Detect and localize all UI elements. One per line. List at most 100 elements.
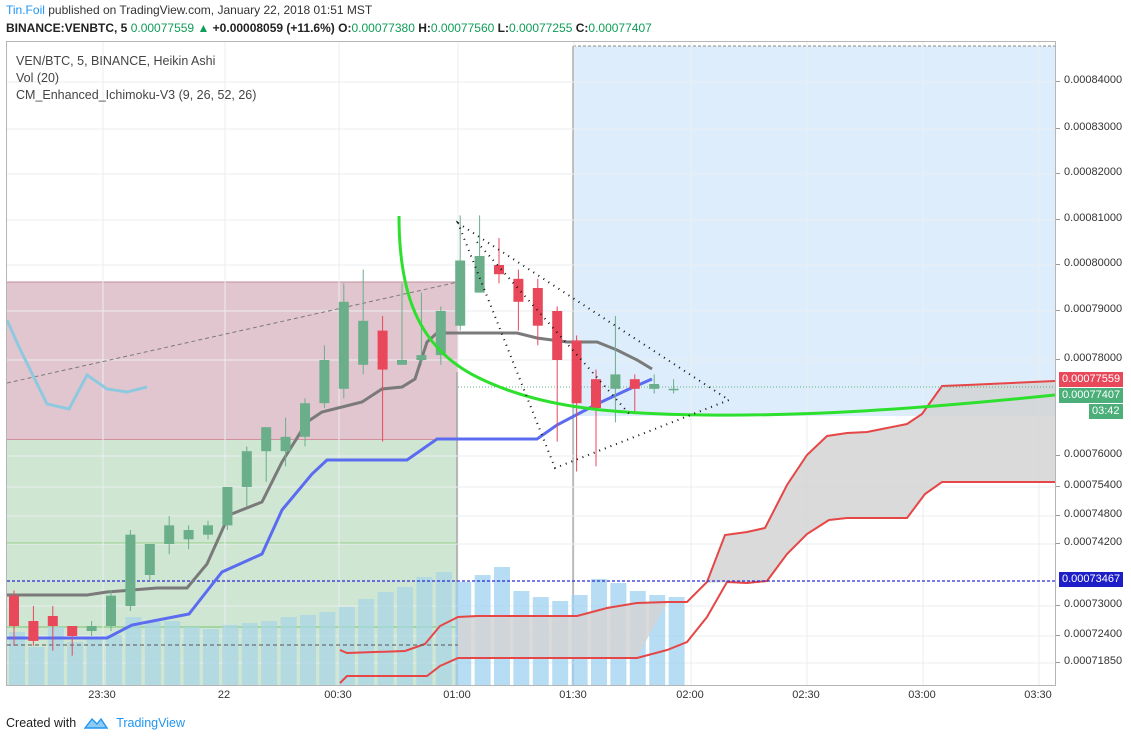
- candle-down[interactable]: [591, 379, 601, 408]
- price-tick-label: 0.00079000: [1064, 303, 1123, 315]
- volume-bar: [67, 642, 84, 685]
- time-tick-label: 01:30: [559, 689, 587, 701]
- volume-bar: [47, 627, 64, 685]
- low-value: 0.00077255: [508, 21, 573, 35]
- price-tick-mark: [1056, 128, 1060, 129]
- volume-bar: [183, 627, 200, 685]
- candle-up[interactable]: [203, 525, 213, 535]
- legend-volume[interactable]: Vol (20): [16, 71, 60, 85]
- candle-down[interactable]: [67, 626, 78, 636]
- candle-up[interactable]: [668, 388, 679, 391]
- time-tick-label: 00:30: [324, 689, 352, 701]
- chart-canvas[interactable]: [7, 42, 1056, 686]
- price-tick-label: 0.00080000: [1064, 257, 1123, 269]
- candle-up[interactable]: [164, 525, 175, 544]
- legend-indicator[interactable]: CM_Enhanced_Ichimoku-V3 (9, 26, 52, 26): [16, 88, 257, 102]
- short-zone: [7, 282, 458, 440]
- price-tick-label: 0.00071850: [1064, 655, 1123, 667]
- open-label: O:: [338, 21, 352, 35]
- candle-up[interactable]: [474, 256, 485, 293]
- candle-up[interactable]: [106, 595, 116, 626]
- candle-up[interactable]: [649, 384, 660, 389]
- price-tick-mark: [1056, 264, 1060, 265]
- candle-up[interactable]: [125, 534, 136, 606]
- candle-up[interactable]: [280, 436, 291, 452]
- time-tick-label: 01:00: [443, 689, 471, 701]
- candle-down[interactable]: [629, 379, 640, 389]
- candle-up[interactable]: [86, 626, 97, 631]
- trend-dashed-line: [7, 281, 459, 384]
- volume-bar: [203, 629, 219, 685]
- candle-up[interactable]: [397, 360, 407, 365]
- volume-bar: [300, 615, 316, 685]
- volume-bar: [164, 621, 181, 685]
- candle-down[interactable]: [47, 616, 58, 626]
- created-with-text: Created with: [6, 716, 77, 730]
- candle-up[interactable]: [261, 427, 272, 452]
- tenkan-sen: [7, 377, 653, 640]
- tradingview-brand[interactable]: TradingView: [116, 716, 185, 730]
- candle-down[interactable]: [532, 288, 543, 326]
- candle-up[interactable]: [183, 530, 194, 540]
- green-arc: [397, 215, 1055, 417]
- chikou-span: [7, 319, 148, 411]
- price-tick-label: 0.00082000: [1064, 166, 1123, 178]
- close-value: 0.00077407: [588, 21, 652, 35]
- volume-bar: [144, 622, 161, 685]
- candle-down[interactable]: [494, 265, 504, 275]
- candle-up[interactable]: [455, 260, 466, 326]
- time-tick-label: 03:30: [1024, 689, 1052, 701]
- candle-down[interactable]: [28, 621, 39, 641]
- price-tick-mark: [1056, 543, 1060, 544]
- candle-up[interactable]: [610, 374, 621, 389]
- tradingview-logo-icon[interactable]: [84, 716, 109, 730]
- author-name[interactable]: Tin.Foil: [6, 3, 45, 17]
- candle-up[interactable]: [416, 355, 427, 360]
- price-tick-mark: [1056, 173, 1060, 174]
- price-tick-label: 0.00074200: [1064, 536, 1123, 548]
- up-arrow-icon: ▲: [197, 21, 210, 35]
- candle-down[interactable]: [377, 330, 388, 370]
- volume-bar: [377, 592, 394, 685]
- candle-up[interactable]: [319, 360, 330, 404]
- candle-down[interactable]: [9, 595, 19, 626]
- time-tick-label: 03:00: [908, 689, 936, 701]
- level-price-badge: 0.00073467: [1059, 572, 1124, 587]
- candle-up[interactable]: [144, 544, 155, 575]
- price-tick-label: 0.00081000: [1064, 212, 1123, 224]
- volume-bar: [241, 623, 258, 685]
- candle-up[interactable]: [358, 320, 369, 365]
- volume-bar: [9, 632, 25, 685]
- price-tick-label: 0.00083000: [1064, 121, 1123, 133]
- time-tick-label: 02:30: [792, 689, 820, 701]
- price-tick-label: 0.00075400: [1064, 479, 1123, 491]
- volume-bar: [106, 635, 122, 685]
- time-axis[interactable]: 23:30 22 00:30 01:00 01:30 02:00 02:30 03:00 03:…: [6, 686, 1056, 708]
- price-tick-label: 0.00072400: [1064, 628, 1123, 640]
- price-axis[interactable]: 0.00084000 0.00083000 0.00082000 0.00081000…: [1056, 41, 1131, 686]
- candle-down[interactable]: [571, 340, 582, 404]
- close-price-badge: 0.00077407: [1059, 388, 1124, 403]
- volume-bar: [397, 587, 413, 685]
- candle-down[interactable]: [552, 311, 563, 360]
- volume-bar: [338, 607, 355, 685]
- high-value: 0.00077560: [430, 21, 495, 35]
- candle-up[interactable]: [222, 487, 233, 526]
- footer: Created with TradingView: [6, 713, 185, 733]
- candle-up[interactable]: [241, 451, 252, 487]
- senkou-span-b: [339, 481, 1055, 684]
- price-tick-mark: [1056, 359, 1060, 360]
- price-tick-mark: [1056, 515, 1060, 516]
- senkou-span-a: [339, 380, 1055, 655]
- candle-up[interactable]: [338, 301, 349, 389]
- price-tick-mark: [1056, 310, 1060, 311]
- price-tick-label: 0.00078000: [1064, 352, 1123, 364]
- legend-title[interactable]: VEN/BTC, 5, BINANCE, Heikin Ashi: [16, 54, 216, 68]
- candle-down[interactable]: [513, 278, 524, 302]
- candle-up[interactable]: [300, 403, 310, 437]
- volume-bar: [435, 572, 452, 685]
- candle-up[interactable]: [435, 311, 446, 356]
- volume-bar: [358, 599, 375, 685]
- price-tick-mark: [1056, 219, 1060, 220]
- chart-pane[interactable]: VEN/BTC, 5, BINANCE, Heikin Ashi Vol (20…: [6, 41, 1056, 686]
